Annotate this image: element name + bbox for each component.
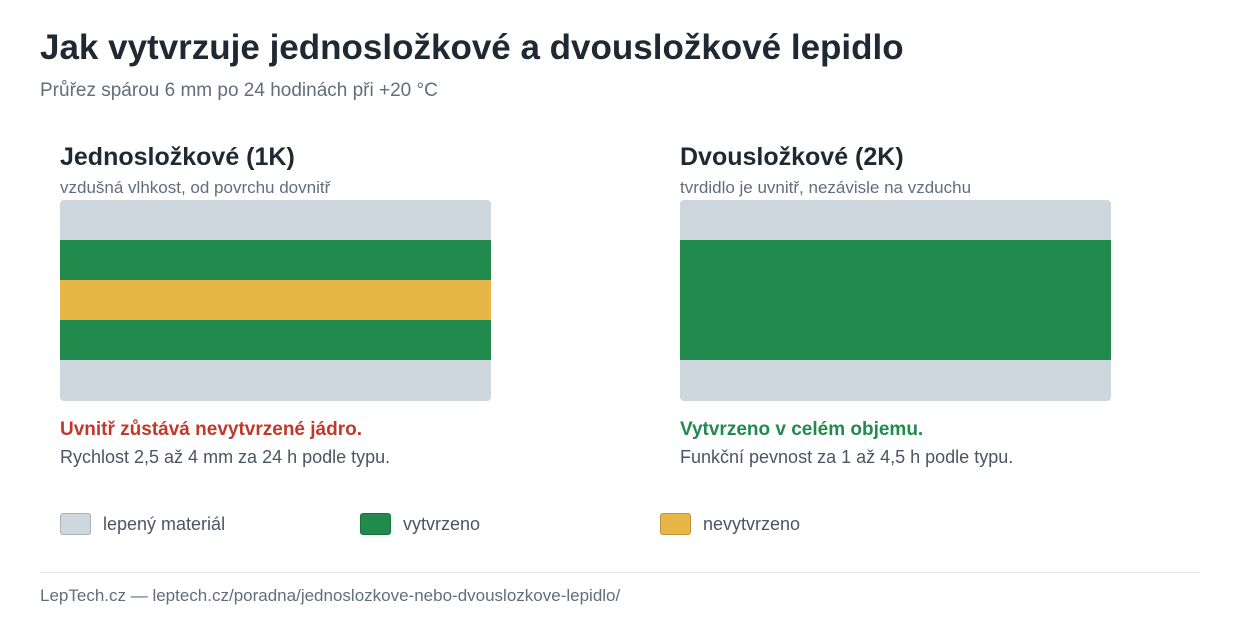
layer-bottom-material <box>60 360 491 401</box>
legend-label: lepený materiál <box>103 513 226 534</box>
joint-cross-section <box>60 200 491 401</box>
panel-heading: Dvousložkové (2K) <box>680 143 904 171</box>
footer-divider <box>40 572 1200 573</box>
layer-outer-top <box>680 240 1111 280</box>
panel-subheading: vzdušná vlhkost, od povrchu dovnitř <box>60 178 331 197</box>
panel-heading: Jednosložkové (1K) <box>60 143 295 171</box>
legend-label: nevytvrzeno <box>703 513 801 534</box>
legend-swatch <box>60 513 91 535</box>
panel-detail: Rychlost 2,5 až 4 mm za 24 h podle typu. <box>60 447 391 467</box>
joint-cross-section <box>680 200 1111 401</box>
page-subtitle: Průřez spárou 6 mm po 24 hodinách při +2… <box>40 80 438 101</box>
layer-core <box>680 280 1111 320</box>
footer-source: LepTech.cz — leptech.cz/poradna/jednoslo… <box>40 586 621 605</box>
panel-detail: Funkční pevnost za 1 až 4,5 h podle typu… <box>680 447 1014 467</box>
panel-subheading: tvrdidlo je uvnitř, nezávisle na vzduchu <box>680 178 972 197</box>
panel-status: Uvnitř zůstává nevytvrzené jádro. <box>60 419 362 440</box>
legend-label: vytvrzeno <box>403 513 481 534</box>
layer-bottom-material <box>680 360 1111 401</box>
legend-item-material: lepený materiál <box>60 512 225 536</box>
layer-outer-bottom <box>680 320 1111 360</box>
layer-core <box>60 280 491 320</box>
layer-outer-top <box>60 240 491 280</box>
panel-status: Vytvrzeno v celém objemu. <box>680 419 924 440</box>
legend: lepený materiál vytvrzeno nevytvrzeno <box>0 512 1240 536</box>
panel-two-component: Dvousložkové (2K) tvrdidlo je uvnitř, ne… <box>680 140 1111 469</box>
layer-top-material <box>680 200 1111 240</box>
legend-item-cured: vytvrzeno <box>360 512 480 536</box>
legend-swatch <box>360 513 391 535</box>
panel-one-component: Jednosložkové (1K) vzdušná vlhkost, od p… <box>60 140 491 469</box>
layer-top-material <box>60 200 491 240</box>
page-title: Jak vytvrzuje jednosložkové a dvousložko… <box>40 28 904 67</box>
legend-item-uncured: nevytvrzeno <box>660 512 800 536</box>
layer-outer-bottom <box>60 320 491 360</box>
legend-swatch <box>660 513 691 535</box>
